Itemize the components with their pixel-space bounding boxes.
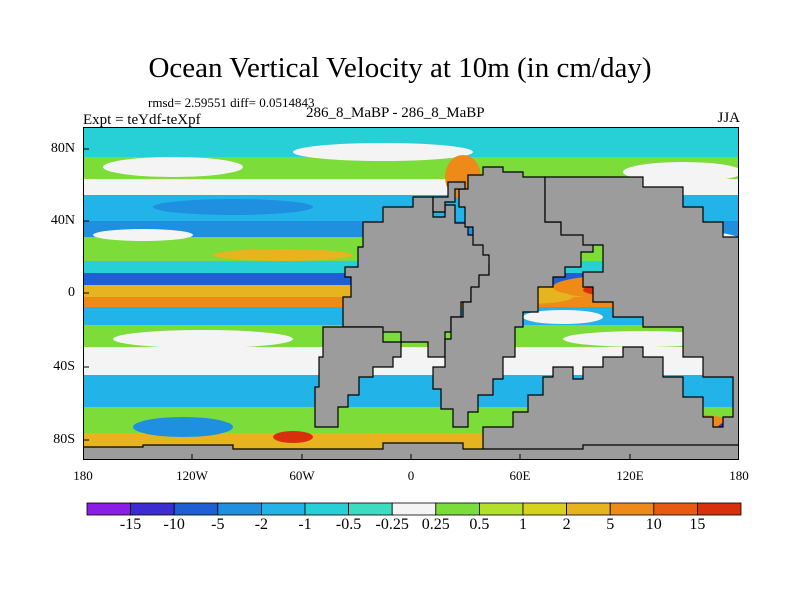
- colorbar-swatch: [173, 502, 219, 516]
- axis-ticks: [83, 148, 631, 460]
- south-america-landmass: [314, 326, 402, 428]
- colorbar-swatch: [260, 502, 306, 516]
- antarctica-landmass: [83, 442, 739, 460]
- y-tick-label: 40N: [50, 213, 75, 228]
- experiment-label: Expt = teYdf-teXpf: [83, 112, 201, 128]
- colorbar: [86, 502, 742, 516]
- colorbar-swatch: [304, 502, 349, 516]
- x-tick-label: 180: [73, 468, 93, 483]
- plot-title: Ocean Vertical Velocity at 10m (in cm/da…: [148, 52, 652, 84]
- colorbar-swatch: [566, 502, 611, 516]
- colorbar-label: -0.5: [335, 516, 362, 533]
- y-tick-label: 80S: [53, 432, 75, 447]
- land-masses: [83, 166, 739, 460]
- colorbar-swatch: [697, 502, 742, 516]
- colorbar-swatch: [478, 502, 524, 516]
- y-tick-label: 80N: [50, 141, 75, 156]
- colorbar-swatch: [435, 502, 480, 516]
- colorbar-label: 15: [689, 516, 706, 533]
- x-tick-label: 120E: [616, 468, 644, 483]
- colorbar-label: -1: [298, 516, 312, 533]
- map-plot: [83, 127, 739, 460]
- colorbar-label: 2: [562, 516, 571, 533]
- colorbar-label: -5: [211, 516, 225, 533]
- season-label: JJA: [717, 110, 740, 126]
- stats-label: rmsd= 2.59551 diff= 0.0514843: [148, 95, 315, 110]
- colorbar-swatch: [391, 502, 437, 516]
- colorbar-swatch: [653, 502, 698, 516]
- colorbar-swatch: [609, 502, 655, 516]
- colorbar-swatch: [86, 502, 131, 516]
- colorbar-label: -15: [119, 516, 142, 533]
- x-tick-label: 180: [729, 468, 749, 483]
- colorbar-swatch: [348, 502, 393, 516]
- colorbar-label: 1: [519, 516, 527, 533]
- colorbar-label: -2: [254, 516, 269, 533]
- x-tick-label: 60W: [289, 468, 315, 483]
- y-tick-label: 40S: [53, 359, 75, 374]
- x-tick-label: 120W: [176, 468, 208, 483]
- x-tick-label: 60E: [509, 468, 531, 483]
- colorbar-swatch: [217, 502, 262, 516]
- colorbar-label: 10: [645, 516, 662, 533]
- x-tick-label: 0: [407, 468, 415, 483]
- colorbar-label: 0.5: [469, 516, 490, 533]
- greenland-landmass: [432, 181, 466, 213]
- colorbar-label: -0.25: [375, 516, 409, 533]
- y-tick-label: 0: [68, 285, 75, 300]
- case-label: 286_8_MaBP - 286_8_MaBP: [306, 105, 485, 121]
- colorbar-label: 5: [606, 516, 615, 533]
- asia-east-landmass: [482, 176, 739, 460]
- colorbar-swatch: [130, 502, 175, 516]
- colorbar-label: -10: [163, 516, 185, 533]
- colorbar-swatch: [522, 502, 567, 516]
- colorbar-label: 0.25: [421, 516, 450, 533]
